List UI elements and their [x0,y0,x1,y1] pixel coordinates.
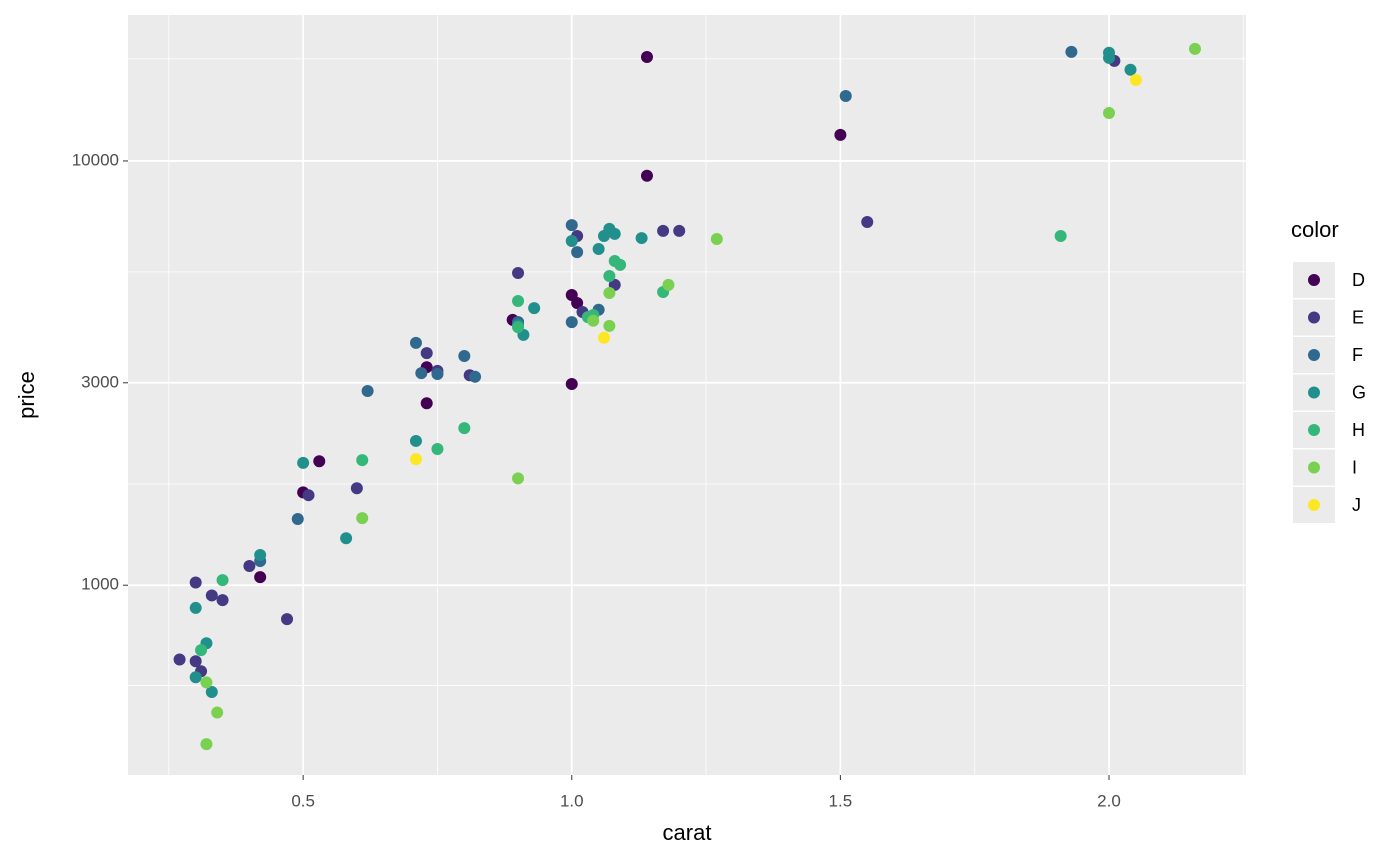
x-tick-label: 0.5 [291,791,315,810]
point [350,482,363,495]
point [189,671,202,684]
y-axis-title: price [14,371,39,419]
point [662,278,675,291]
point [469,370,482,383]
point [243,559,256,572]
point [565,219,578,232]
point [361,384,374,397]
point [512,321,525,334]
point [211,706,224,719]
point [603,319,616,332]
legend-marker [1308,499,1320,511]
point [861,215,874,228]
point [409,453,422,466]
point [409,434,422,447]
point [1065,45,1078,58]
legend-marker [1308,274,1320,286]
point [710,233,723,246]
point [1188,42,1201,55]
point [565,378,578,391]
legend-marker [1308,386,1320,399]
point [420,347,433,360]
point [587,314,600,327]
point [458,422,471,435]
point [839,89,852,102]
x-axis-title: carat [663,820,712,845]
legend-marker [1308,311,1320,324]
point [313,455,326,468]
point [254,549,267,562]
x-tick-label: 1.5 [829,791,853,810]
point [640,50,653,63]
point [458,349,471,362]
point [614,258,627,271]
point [603,286,616,299]
point [1103,51,1116,64]
point [200,738,213,751]
point [216,594,229,607]
point [528,302,541,315]
y-tick-label: 3000 [81,372,119,391]
point [340,532,353,545]
point [597,331,610,344]
point [302,489,315,502]
point [189,655,202,668]
x-tick-label: 1.0 [560,791,584,810]
legend-label: H [1352,420,1365,440]
legend-label: E [1352,307,1364,327]
legend-marker [1308,349,1320,361]
legend-label: I [1352,457,1357,477]
legend-label: G [1352,382,1366,402]
point [356,454,369,467]
point [189,576,202,589]
point [1103,106,1116,119]
point [640,169,653,182]
x-tick-label: 2.0 [1097,791,1121,810]
point [512,294,525,307]
legend-marker [1308,424,1320,436]
point [409,336,422,349]
point [281,613,294,626]
point [356,512,369,525]
legend-title: color [1291,217,1339,242]
y-tick-label: 10000 [72,150,119,169]
point [603,270,616,283]
point [173,653,186,666]
point [205,589,218,602]
legend-marker [1308,461,1320,474]
point [415,367,428,380]
point [189,601,202,614]
point [200,676,213,689]
point [565,316,578,329]
point [512,472,525,485]
point [1129,73,1142,86]
legend-label: J [1352,495,1361,515]
point [291,513,304,526]
point [635,232,648,245]
point [565,235,578,248]
panel [128,15,1246,775]
point [431,367,444,380]
legend-label: D [1352,270,1365,290]
point [571,297,584,310]
point [205,686,218,699]
point [420,397,433,410]
point [297,456,310,469]
point [592,243,605,256]
legend-label: F [1352,345,1363,365]
point [512,266,525,279]
y-tick-label: 1000 [81,575,119,594]
point [216,574,229,587]
point [254,571,267,584]
point [431,442,444,455]
point [657,224,670,237]
point [673,224,686,237]
point [571,246,584,259]
point [1054,229,1067,242]
point [1124,63,1137,76]
point [195,644,208,657]
point [608,227,621,240]
point [834,128,847,141]
